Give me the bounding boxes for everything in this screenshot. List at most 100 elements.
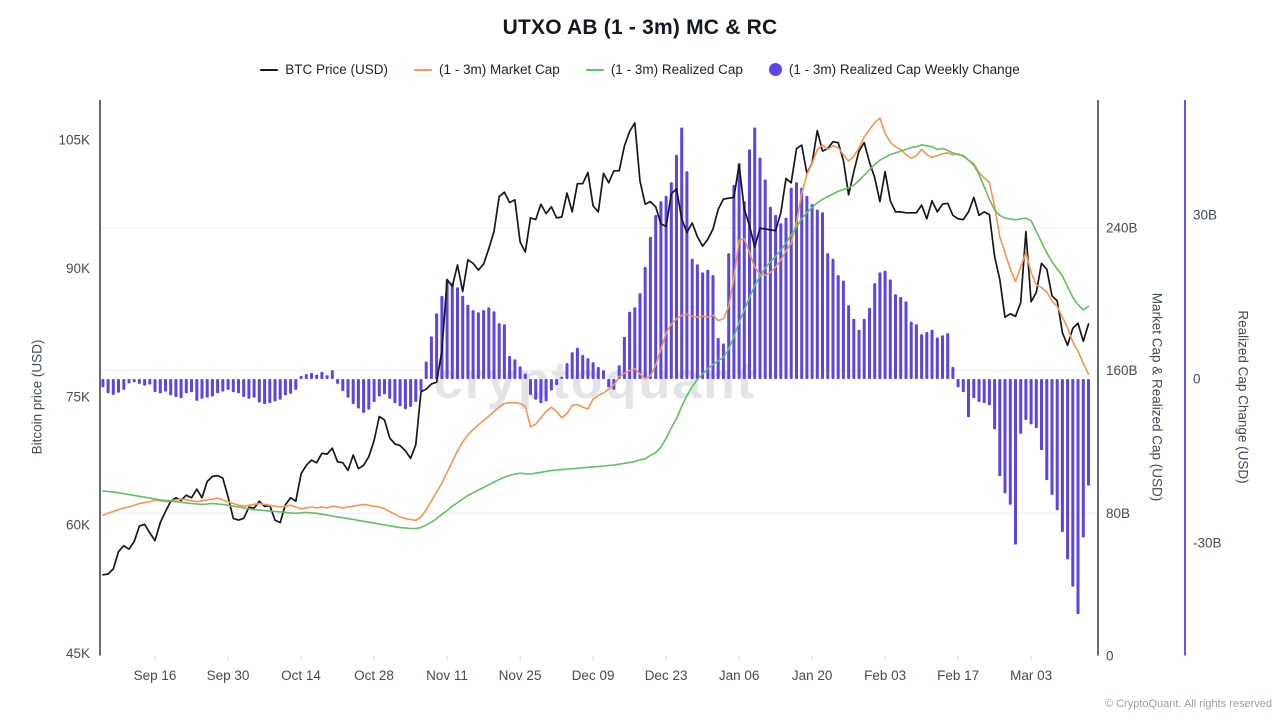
weekly-change-bar — [210, 379, 214, 397]
weekly-change-bar — [424, 361, 428, 379]
weekly-change-bar — [925, 332, 929, 379]
weekly-change-bar — [487, 307, 491, 379]
weekly-change-bar — [946, 333, 950, 379]
legend-swatch-line — [260, 68, 279, 71]
weekly-change-bar — [351, 379, 355, 405]
weekly-change-bar — [659, 201, 663, 379]
price-tick-label: 75K — [66, 389, 90, 404]
weekly-change-bar — [388, 379, 392, 399]
price-tick-label: 90K — [66, 261, 90, 276]
x-tick-label: Dec 23 — [645, 668, 688, 683]
weekly-change-bar — [967, 379, 970, 418]
weekly-change-bar — [716, 338, 720, 379]
-1-3m-realized-cap-line — [102, 144, 1090, 530]
weekly-change-bar — [283, 379, 287, 396]
weekly-change-bar — [263, 379, 267, 405]
weekly-change-bar — [586, 358, 590, 379]
legend-item-btc-price[interactable]: BTC Price (USD) — [260, 62, 388, 77]
weekly-change-bar — [638, 293, 642, 379]
weekly-change-bar — [523, 373, 527, 379]
weekly-change-bar — [231, 379, 235, 393]
weekly-change-bar — [602, 370, 605, 379]
x-tick-label: Sep 30 — [207, 668, 250, 683]
copyright-notice: © CryptoQuant. All rights reserved — [1104, 698, 1272, 710]
legend-item-market-cap[interactable]: (1 - 3m) Market Cap — [414, 62, 560, 77]
weekly-change-bar — [763, 179, 767, 379]
weekly-change-bar — [497, 323, 501, 379]
weekly-change-bar — [742, 201, 746, 379]
weekly-change-bar — [414, 379, 418, 402]
weekly-change-bar — [539, 379, 543, 404]
weekly-change-bar — [534, 379, 538, 400]
weekly-change-bar — [972, 379, 976, 399]
weekly-change-bar — [310, 373, 313, 379]
weekly-change-bar — [909, 321, 913, 379]
weekly-change-bar — [675, 154, 678, 379]
weekly-change-bar — [174, 379, 178, 397]
weekly-change-bar — [237, 379, 240, 394]
x-tick-label: Oct 28 — [354, 668, 394, 683]
weekly-change-bar — [148, 379, 152, 385]
weekly-change-bar — [409, 379, 413, 407]
weekly-change-bar — [377, 379, 381, 397]
weekly-change-bar — [998, 379, 1002, 477]
weekly-change-bar — [706, 269, 710, 379]
weekly-change-bar — [320, 371, 324, 379]
weekly-change-bar — [951, 367, 955, 379]
weekly-change-bar — [565, 363, 569, 379]
x-tick-label: Nov 25 — [499, 668, 542, 683]
weekly-change-bar — [111, 379, 115, 395]
weekly-change-bar — [779, 223, 783, 379]
x-tick-label: Oct 14 — [281, 668, 321, 683]
weekly-change-bar — [257, 379, 261, 403]
legend-swatch-dot — [768, 63, 782, 76]
weekly-change-bar — [852, 318, 856, 379]
weekly-change-bar — [330, 370, 334, 379]
x-tick-label: Nov 11 — [426, 668, 468, 683]
weekly-change-bar — [403, 379, 407, 410]
legend-item-weekly-change[interactable]: (1 - 3m) Realized Cap Weekly Change — [768, 62, 1020, 77]
weekly-change-bar — [216, 379, 220, 394]
legend-swatch-line — [414, 68, 433, 71]
weekly-change-bar — [727, 253, 731, 379]
weekly-change-bar — [555, 379, 559, 385]
weekly-change-bar — [1029, 379, 1033, 425]
market-cap-tick-label: 160B — [1106, 363, 1138, 378]
weekly-change-bar — [158, 379, 162, 394]
weekly-change-bar — [836, 275, 840, 379]
weekly-change-bar — [941, 335, 944, 379]
weekly-change-bar — [1060, 379, 1064, 533]
weekly-change-bar — [654, 215, 658, 379]
weekly-change-bar — [800, 187, 804, 379]
weekly-change-bar — [831, 258, 835, 379]
weekly-change-bar — [325, 375, 329, 379]
weekly-change-bar — [1055, 379, 1059, 511]
weekly-change-bar — [628, 311, 632, 379]
weekly-change-bar — [607, 379, 611, 388]
weekly-change-bar — [1066, 379, 1070, 560]
btc-price-usd--line — [102, 122, 1090, 576]
price-tick-label: 105K — [58, 133, 90, 148]
weekly-change-bar — [101, 379, 105, 388]
weekly-change-bar — [221, 379, 225, 392]
weekly-change-bar — [242, 379, 246, 397]
weekly-change-bar — [914, 324, 918, 379]
weekly-change-bar — [847, 305, 851, 379]
weekly-change-bar — [445, 280, 449, 379]
weekly-change-bar — [299, 375, 303, 379]
weekly-change-bar — [466, 304, 470, 379]
weekly-change-bar — [1081, 379, 1085, 538]
weekly-change-bar — [356, 379, 360, 409]
weekly-change-bar — [1034, 379, 1038, 429]
legend-item-realized-cap[interactable]: (1 - 3m) Realized Cap — [585, 62, 743, 77]
weekly-change-bar — [315, 374, 319, 379]
weekly-change-bar — [367, 379, 371, 410]
weekly-change-bar — [117, 379, 120, 393]
x-tick-label: Jan 06 — [719, 668, 760, 683]
weekly-change-bar — [456, 287, 459, 379]
weekly-change-bar — [461, 295, 465, 379]
weekly-change-bar — [878, 272, 882, 379]
weekly-change-bar — [560, 376, 564, 379]
